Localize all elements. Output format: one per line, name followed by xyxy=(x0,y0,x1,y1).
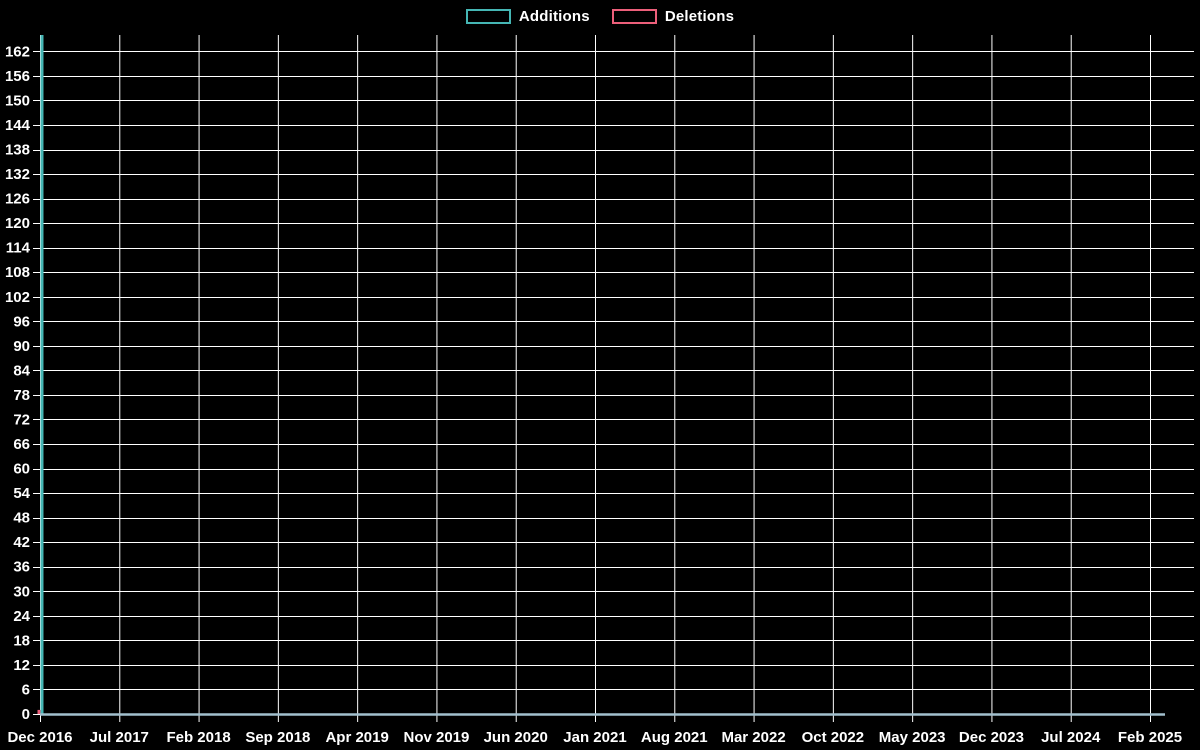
svg-text:Nov 2019: Nov 2019 xyxy=(403,729,469,746)
legend-item-additions[interactable]: Additions xyxy=(465,8,590,25)
svg-text:Mar 2022: Mar 2022 xyxy=(721,729,785,746)
svg-text:108: 108 xyxy=(5,264,30,281)
svg-text:114: 114 xyxy=(6,240,31,257)
svg-text:66: 66 xyxy=(13,436,30,453)
svg-text:Feb 2018: Feb 2018 xyxy=(166,729,230,746)
svg-text:102: 102 xyxy=(5,289,30,306)
legend-item-deletions[interactable]: Deletions xyxy=(611,8,735,25)
svg-text:18: 18 xyxy=(13,632,30,649)
svg-text:78: 78 xyxy=(13,387,30,404)
svg-text:84: 84 xyxy=(13,362,30,379)
additions-bar xyxy=(40,35,44,714)
y-axis-labels: 0 6 12 18 24 30 36 42 48 54 60 66 72 78 84 90 96 102 108 11… xyxy=(5,43,31,723)
svg-text:42: 42 xyxy=(13,534,30,551)
svg-text:May 2023: May 2023 xyxy=(879,729,946,746)
svg-text:Oct 2022: Oct 2022 xyxy=(802,729,865,746)
legend-label-additions: Additions xyxy=(518,8,590,25)
svg-text:90: 90 xyxy=(13,338,30,355)
svg-text:48: 48 xyxy=(13,510,30,527)
svg-text:0: 0 xyxy=(22,706,30,723)
svg-text:54: 54 xyxy=(13,485,30,502)
svg-text:60: 60 xyxy=(13,461,30,478)
svg-text:Apr 2019: Apr 2019 xyxy=(325,729,388,746)
deletions-bar xyxy=(37,709,41,714)
svg-text:Jul 2017: Jul 2017 xyxy=(90,729,149,746)
svg-text:Feb 2025: Feb 2025 xyxy=(1118,729,1182,746)
deletions-swatch-icon xyxy=(611,9,657,24)
additions-swatch-icon xyxy=(465,9,511,24)
svg-text:162: 162 xyxy=(5,43,30,60)
svg-text:6: 6 xyxy=(22,681,30,698)
svg-text:Dec 2023: Dec 2023 xyxy=(959,729,1024,746)
svg-text:36: 36 xyxy=(13,559,30,576)
svg-text:126: 126 xyxy=(5,191,30,208)
svg-text:72: 72 xyxy=(13,411,30,428)
svg-text:144: 144 xyxy=(5,117,31,134)
svg-text:132: 132 xyxy=(5,166,30,183)
svg-text:150: 150 xyxy=(5,92,30,109)
svg-text:120: 120 xyxy=(5,215,30,232)
svg-text:Sep 2018: Sep 2018 xyxy=(245,729,310,746)
y-gridlines xyxy=(33,51,1194,715)
svg-text:24: 24 xyxy=(13,608,30,625)
svg-text:30: 30 xyxy=(13,583,30,600)
x-axis-labels: Dec 2016 Jul 2017 Feb 2018 Sep 2018 Apr 2019… xyxy=(7,729,1182,746)
svg-text:Jul 2024: Jul 2024 xyxy=(1041,729,1101,746)
svg-text:96: 96 xyxy=(13,313,30,330)
bars xyxy=(37,35,44,714)
svg-text:12: 12 xyxy=(13,657,30,674)
chart-legend: Additions Deletions xyxy=(0,8,1200,25)
svg-text:Aug 2021: Aug 2021 xyxy=(641,729,708,746)
legend-label-deletions: Deletions xyxy=(664,8,735,25)
svg-text:Jan 2021: Jan 2021 xyxy=(563,729,626,746)
x-gridlines xyxy=(40,35,1151,722)
svg-text:138: 138 xyxy=(5,142,30,159)
svg-text:Dec 2016: Dec 2016 xyxy=(7,729,72,746)
svg-text:Jun 2020: Jun 2020 xyxy=(484,729,548,746)
svg-text:156: 156 xyxy=(5,68,30,85)
